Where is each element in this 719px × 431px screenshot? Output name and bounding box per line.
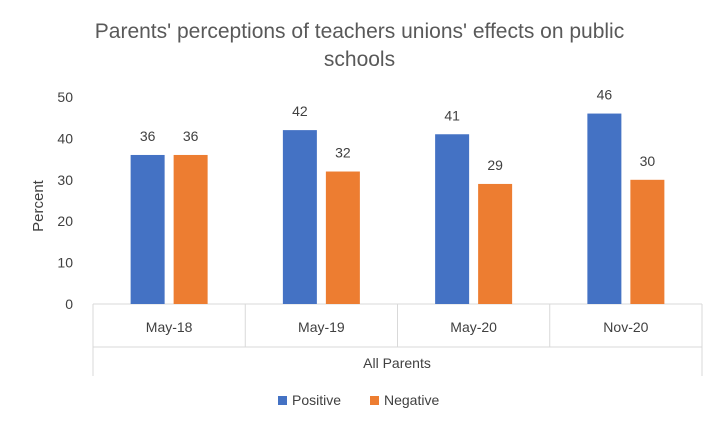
legend-swatch-positive [278,396,287,405]
group-label: All Parents [363,355,431,371]
category-labels: May-18 May-19 May-20 Nov-20 [146,319,649,335]
y-axis-ticks: 0 10 20 30 40 50 [57,89,73,312]
data-label: 46 [597,87,613,103]
bar-negative-may-19 [325,171,360,304]
y-tick-label: 40 [57,130,73,146]
data-label: 41 [444,107,460,123]
bars [130,113,665,304]
legend: Positive Negative [278,392,439,408]
y-axis-label: Percent [30,179,47,232]
bar-negative-nov-20 [630,179,665,304]
data-label: 42 [292,103,308,119]
data-label: 29 [487,157,503,173]
y-tick-label: 30 [57,172,73,188]
bar-positive-nov-20 [587,113,622,304]
legend-label-positive: Positive [292,392,341,408]
category-label: May-18 [146,319,193,335]
bar-positive-may-19 [282,130,317,304]
category-label: May-20 [450,319,497,335]
legend-label-negative: Negative [384,392,439,408]
y-tick-label: 50 [57,89,73,105]
legend-swatch-negative [370,396,379,405]
data-label: 30 [640,153,656,169]
category-label: Nov-20 [603,319,648,335]
bar-negative-may-18 [173,154,208,304]
chart-title-line-2: schools [324,48,395,71]
data-label: 36 [183,128,199,144]
y-tick-label: 10 [57,255,73,271]
bar-negative-may-20 [478,183,513,304]
y-tick-label: 0 [65,296,73,312]
data-label: 32 [335,145,351,161]
chart-title-line-1: Parents' perceptions of teachers unions'… [95,20,624,43]
category-label: May-19 [298,319,345,335]
data-label: 36 [140,128,156,144]
data-labels: 36 36 42 32 41 29 46 30 [140,87,656,173]
bar-positive-may-18 [130,154,165,304]
bar-positive-may-20 [435,134,470,304]
y-tick-label: 20 [57,213,73,229]
